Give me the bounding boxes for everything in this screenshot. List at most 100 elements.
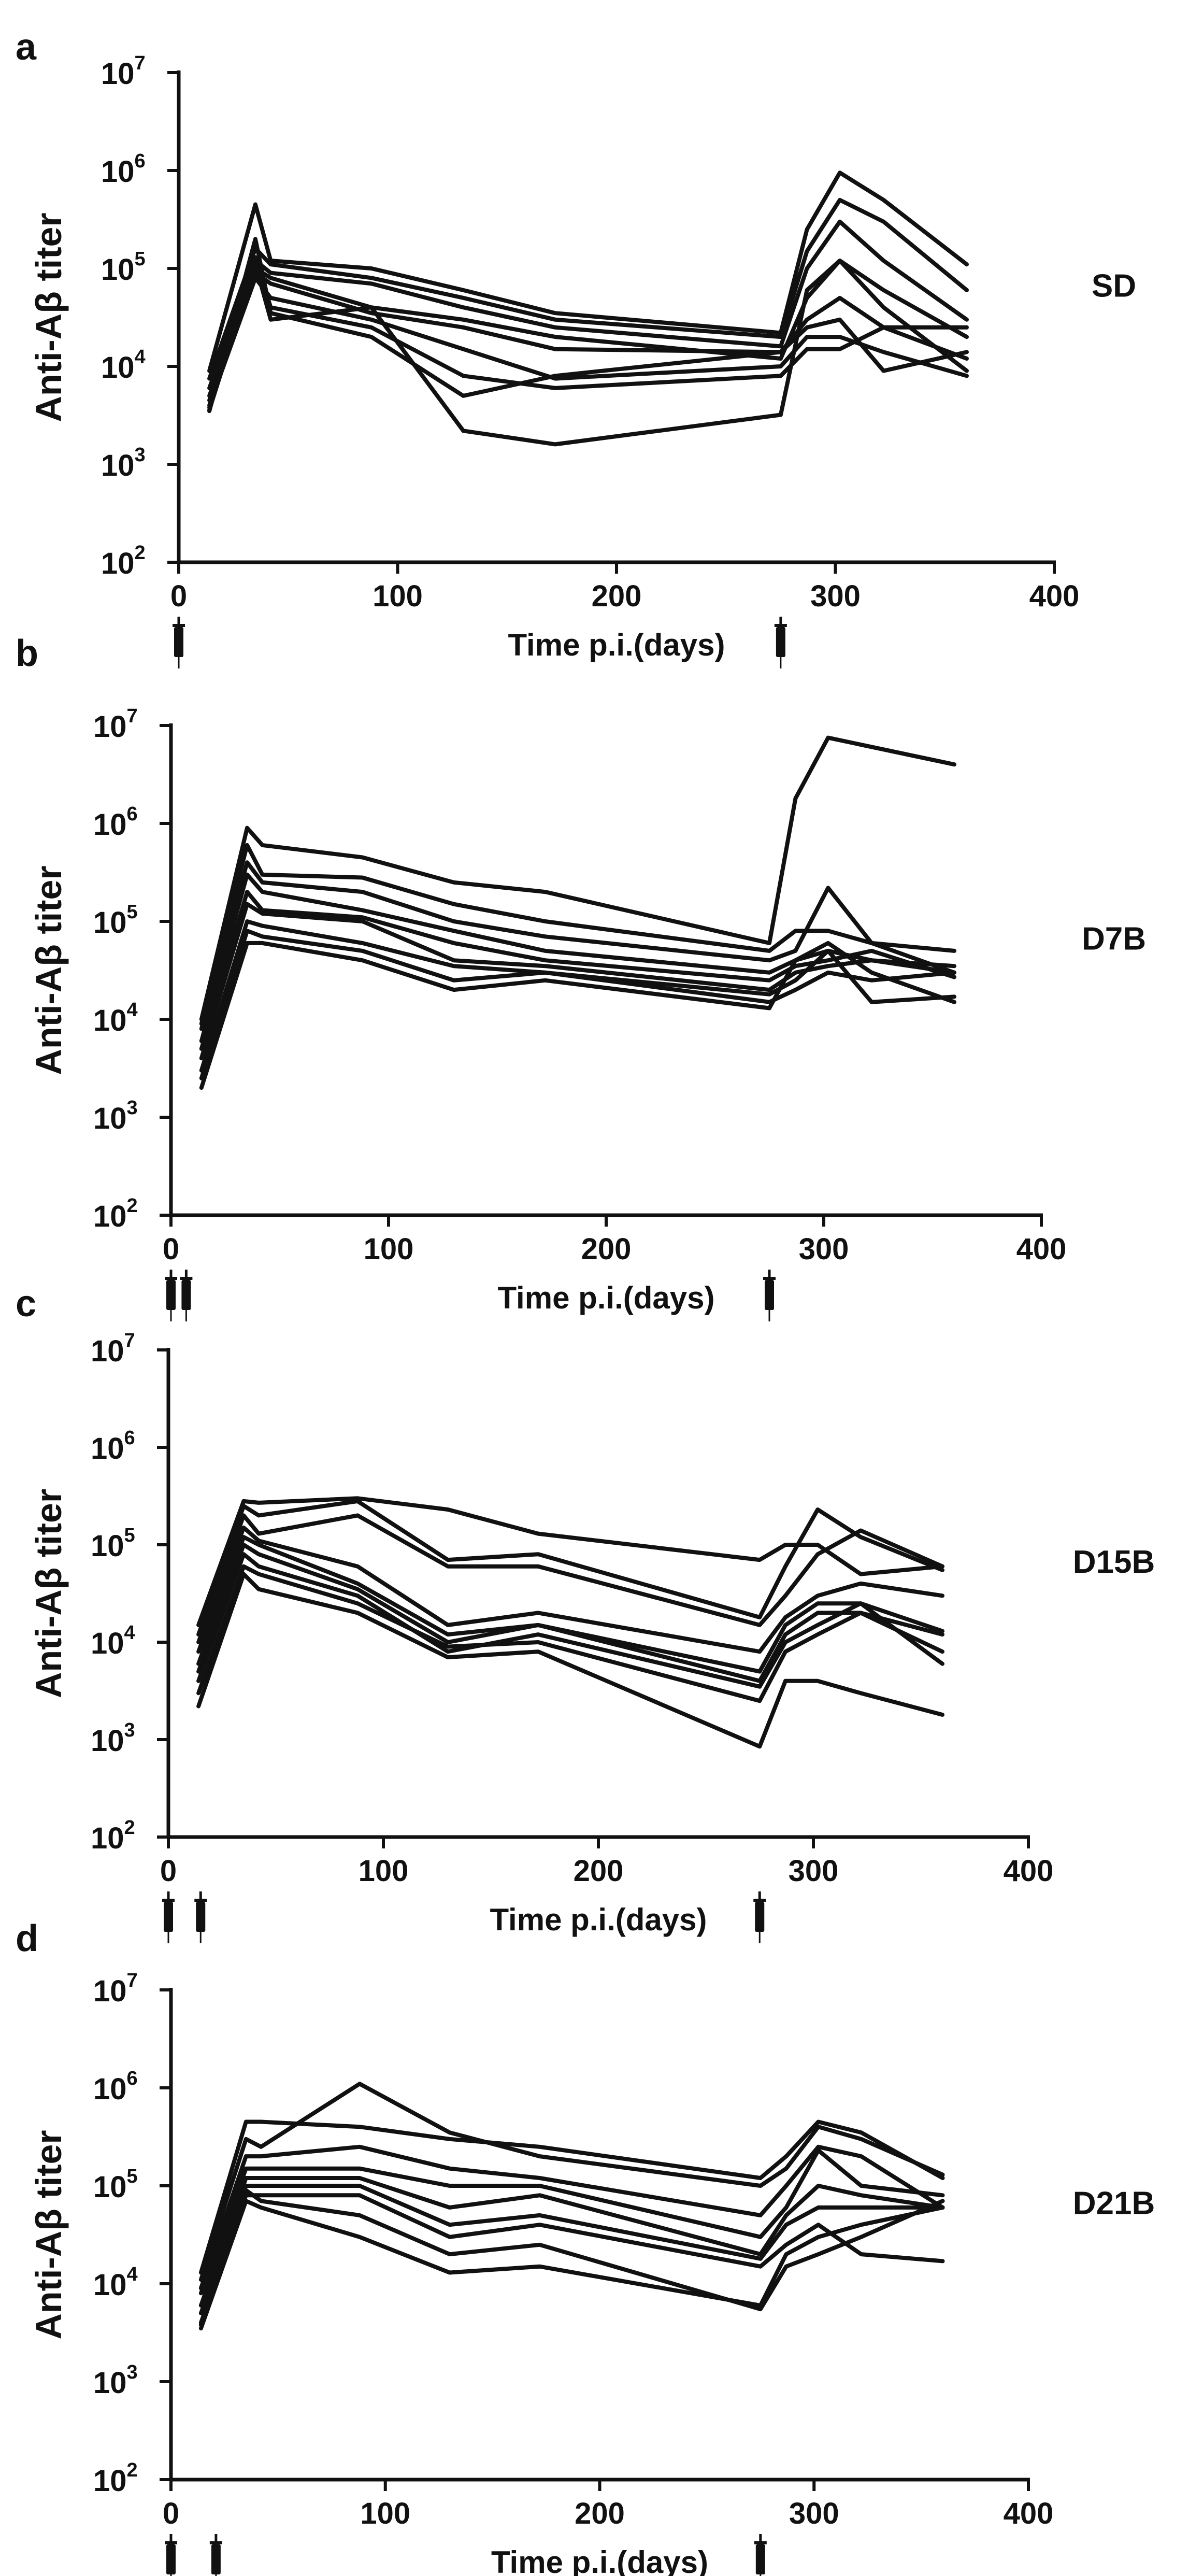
syringe-barrel: [755, 2544, 765, 2574]
y-tick-label: 103: [93, 1097, 138, 1135]
series-line-animal-4: [198, 2148, 945, 2296]
series-line-animal-1: [199, 735, 956, 1021]
syringe-plunger-head: [754, 2541, 767, 2544]
series-line-animal-7: [196, 1552, 944, 1689]
y-axis-title: Anti-Aβ titer: [28, 865, 69, 1075]
syringe-barrel: [181, 1280, 191, 1310]
syringe-icon: [774, 617, 787, 668]
y-tick-label: 107: [93, 1970, 138, 2008]
syringe-icon: [165, 2534, 177, 2576]
syringe-barrel: [765, 1280, 774, 1310]
y-tick-label: 104: [101, 346, 146, 385]
series-line-animal-1: [198, 2119, 945, 2275]
y-axis-title: Anti-Aβ titer: [28, 1489, 69, 1698]
x-tick-label: 300: [789, 2497, 839, 2530]
x-tick-label: 300: [789, 1854, 839, 1888]
y-tick-label: 104: [91, 1622, 135, 1660]
x-axis-title: Time p.i.(days): [491, 2545, 708, 2576]
syringe-plunger-head: [753, 1899, 766, 1902]
series-line-animal-9: [207, 259, 969, 447]
series-line-animal-6: [199, 902, 956, 1061]
syringe-icon: [162, 1891, 175, 1943]
y-tick-label: 102: [93, 1195, 138, 1233]
group-label: D15B: [1073, 1544, 1155, 1580]
series-group: [199, 735, 956, 1090]
x-tick-label: 100: [359, 1854, 409, 1888]
syringe-plunger-head: [774, 624, 787, 627]
syringe-barrel: [776, 627, 785, 657]
x-axis-title: Time p.i.(days): [497, 1280, 714, 1315]
series-line-animal-5: [198, 2176, 945, 2308]
chart-panel-c: c 102 103 104 105 106 107 0 100 200 300 400 Anti-Aβ …: [16, 1283, 1155, 1943]
panel-letter: c: [16, 1283, 36, 1325]
group-label: D7B: [1082, 921, 1146, 957]
group-label: D21B: [1073, 2186, 1155, 2222]
series-line-animal-8: [198, 2199, 945, 2331]
x-tick-label: 0: [163, 1232, 179, 1266]
series-line-animal-3: [199, 860, 956, 1031]
x-tick-label: 100: [360, 2497, 410, 2530]
series-line-animal-4: [207, 259, 969, 398]
series-line-animal-4: [196, 1525, 944, 1654]
series-line-animal-3: [198, 2144, 945, 2290]
syringe-barrel: [166, 2544, 176, 2574]
y-tick-label: 105: [91, 1525, 135, 1563]
y-tick-label: 105: [93, 901, 138, 940]
syringe-barrel: [196, 1902, 206, 1932]
syringe-icon: [753, 1891, 766, 1943]
panel-letter: d: [16, 1918, 38, 1959]
y-tick-label: 102: [91, 1817, 135, 1855]
y-tick-label: 102: [101, 542, 146, 580]
y-tick-label: 104: [93, 2264, 138, 2302]
group-label: SD: [1092, 268, 1136, 304]
series-line-animal-5: [199, 890, 956, 1051]
y-tick-label: 103: [101, 444, 146, 482]
chart-panel-d: d 102 103 104 105 106 107 0 100 200 300 400 Anti-Aβ …: [16, 1918, 1155, 2576]
x-tick-label: 200: [575, 2497, 625, 2530]
syringe-icon: [763, 1270, 776, 1321]
y-tick-label: 106: [91, 1427, 135, 1465]
syringe-icon: [194, 1891, 207, 1943]
series-line-animal-2: [207, 197, 969, 381]
x-tick-label: 100: [364, 1232, 414, 1266]
x-tick-label: 0: [170, 579, 187, 613]
series-group: [196, 1496, 944, 1749]
x-tick-label: 400: [1004, 2497, 1054, 2530]
series-line-animal-2: [199, 843, 956, 1026]
chart-panel-b: b 102 103 104 105 106 107 0 100 200 300 400 Anti-Aβ …: [16, 633, 1146, 1321]
syringe-plunger-head: [165, 2541, 177, 2544]
series-line-animal-8: [199, 929, 956, 1080]
x-tick-label: 0: [160, 1854, 177, 1888]
y-axis-title: Anti-Aβ titer: [28, 2130, 69, 2339]
y-tick-label: 105: [93, 2166, 138, 2204]
series-line-animal-6: [198, 2184, 945, 2315]
x-tick-label: 400: [1004, 1854, 1054, 1888]
y-tick-label: 107: [101, 52, 146, 91]
y-tick-label: 106: [101, 150, 146, 189]
syringe-plunger-head: [180, 1277, 193, 1280]
x-tick-label: 300: [810, 579, 861, 613]
y-tick-label: 105: [101, 248, 146, 287]
panel-letter: a: [16, 26, 37, 68]
syringe-icon: [165, 1270, 177, 1321]
y-axis-title: Anti-Aβ titer: [28, 212, 69, 422]
syringe-barrel: [755, 1902, 765, 1932]
series-line-animal-1: [207, 170, 969, 373]
syringe-barrel: [211, 2544, 221, 2574]
series-line-animal-3: [207, 219, 969, 390]
syringe-plunger-head: [763, 1277, 776, 1280]
x-tick-label: 300: [799, 1232, 849, 1266]
x-axis-title: Time p.i.(days): [508, 628, 725, 662]
series-group: [198, 2082, 945, 2331]
series-line-animal-2: [198, 2082, 945, 2282]
series-line-animal-7: [198, 2193, 945, 2325]
syringe-plunger-head: [173, 624, 185, 627]
series-line-animal-9: [198, 2188, 945, 2327]
syringe-icon: [209, 2534, 222, 2576]
syringe-plunger-head: [194, 1899, 207, 1902]
syringe-plunger-head: [165, 1277, 177, 1280]
chart-panel-a: a 102 103 104 105 106 107 0 100 200 300 400 Anti-Aβ …: [16, 26, 1136, 668]
y-tick-label: 104: [93, 999, 138, 1037]
series-line-animal-6: [196, 1543, 944, 1683]
